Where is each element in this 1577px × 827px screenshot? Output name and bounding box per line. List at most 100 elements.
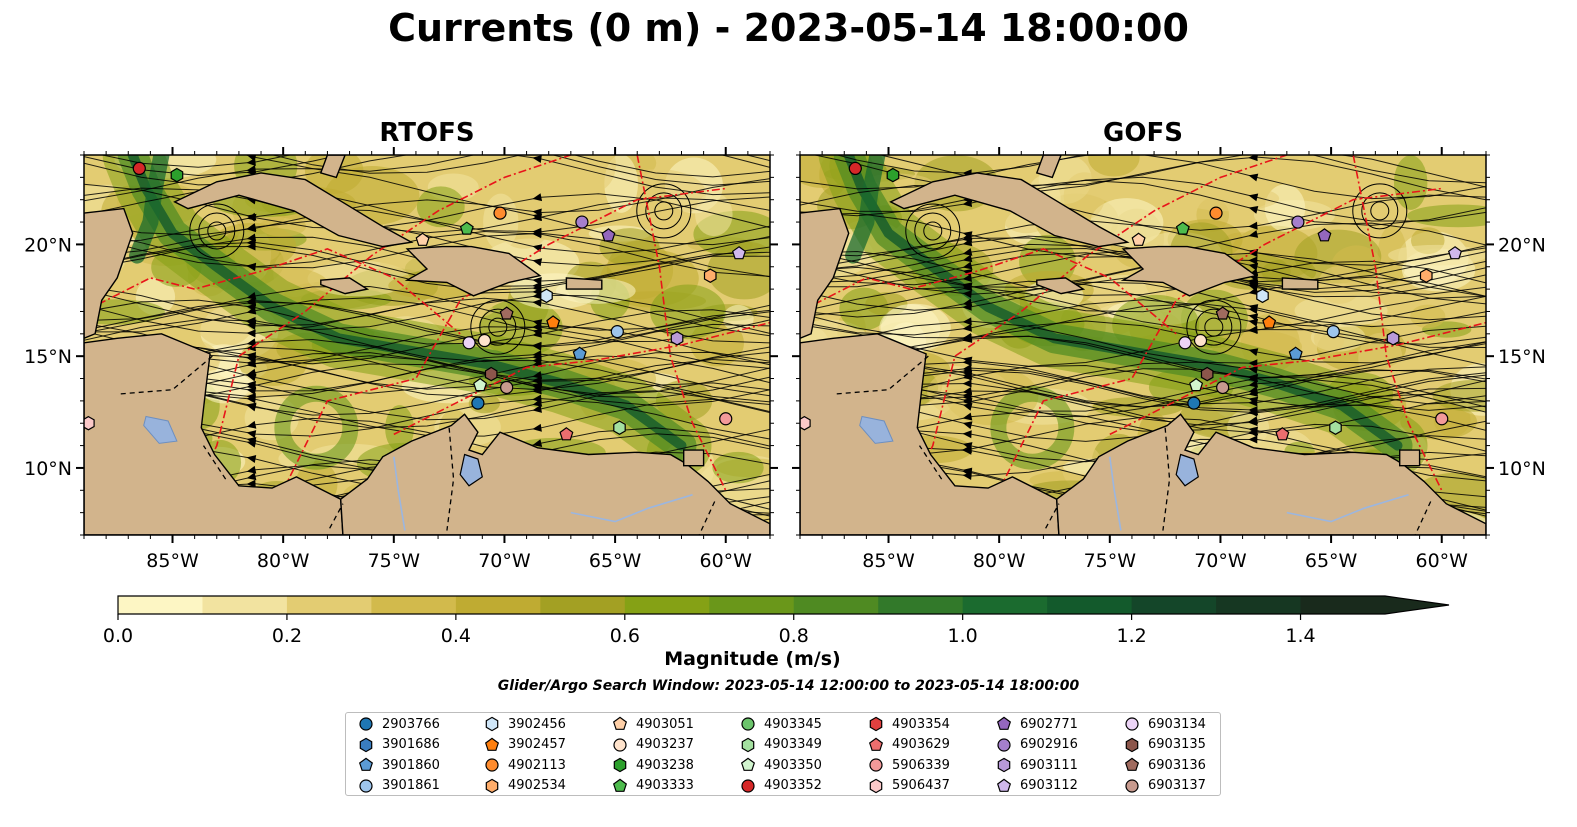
float-marker-5906437 bbox=[84, 415, 95, 431]
legend-marker bbox=[996, 778, 1012, 792]
legend-marker-pentagon-icon bbox=[612, 778, 628, 792]
legend-label: 4903237 bbox=[636, 737, 694, 752]
lon-tick-label: 70°W bbox=[478, 550, 531, 572]
legend-item-6902916: 6902916 bbox=[996, 735, 1078, 755]
float-marker-4903237 bbox=[477, 333, 492, 348]
lon-tick-label: 80°W bbox=[973, 550, 1026, 572]
lon-tick-label: 70°W bbox=[1194, 550, 1247, 572]
lat-tick-label-right: 20°N bbox=[1498, 234, 1546, 256]
legend-marker-circle-icon bbox=[997, 737, 1011, 752]
lake-maracaibo bbox=[459, 453, 483, 487]
land-yucatan bbox=[84, 207, 134, 340]
float-marker-5906339 bbox=[719, 412, 733, 426]
legend-label: 3901861 bbox=[382, 778, 440, 793]
legend-label: 3901686 bbox=[382, 737, 440, 752]
float-marker-4902113 bbox=[493, 206, 507, 220]
legend-marker-hexagon-icon bbox=[359, 737, 373, 752]
colorbar-tick-label: 1.4 bbox=[1285, 625, 1315, 647]
lat-tick-label-right: 10°N bbox=[1498, 458, 1546, 480]
legend-label: 6903137 bbox=[1148, 778, 1206, 793]
float-marker-6903111 bbox=[670, 331, 684, 346]
legend-marker-hexagon-icon bbox=[741, 737, 755, 752]
legend-item-3901686: 3901686 bbox=[358, 735, 440, 755]
float-marker-3902456 bbox=[1256, 288, 1269, 304]
float-marker-6902771 bbox=[601, 228, 616, 242]
land-puertorico bbox=[565, 277, 603, 290]
float-marker-6903134 bbox=[462, 336, 476, 350]
legend-label: 4902534 bbox=[508, 778, 566, 793]
legend-marker bbox=[741, 717, 755, 731]
float-marker-3902456 bbox=[540, 288, 553, 304]
colorbar-swatch bbox=[455, 596, 541, 614]
legend-marker-hexagon-icon bbox=[485, 778, 499, 793]
legend-item-4903349: 4903349 bbox=[740, 735, 822, 755]
land-southam bbox=[1055, 413, 1486, 535]
legend-label: 3902456 bbox=[508, 716, 566, 732]
colorbar-swatch bbox=[540, 596, 626, 614]
legend-item-4902534: 4902534 bbox=[484, 776, 566, 796]
land-trinidad bbox=[683, 449, 705, 467]
float-marker-4903352 bbox=[848, 161, 862, 176]
legend-item-6903137: 6903137 bbox=[1124, 776, 1206, 796]
legend-label: 4903629 bbox=[892, 737, 950, 752]
float-marker-6903112 bbox=[731, 246, 747, 260]
lon-tick-label: 85°W bbox=[862, 550, 915, 572]
float-marker-4903238 bbox=[170, 167, 184, 183]
legend-marker-hexagon-icon bbox=[1125, 737, 1139, 752]
legend-marker-pentagon-icon bbox=[996, 778, 1012, 792]
float-marker-4903349 bbox=[1329, 420, 1342, 435]
legend-item-4903354: 4903354 bbox=[868, 714, 950, 734]
legend-marker bbox=[485, 778, 499, 793]
land-jamaica bbox=[1036, 277, 1086, 295]
panel-title-gofs: GOFS bbox=[1103, 118, 1183, 148]
legend-marker bbox=[997, 737, 1011, 752]
float-marker-3901861 bbox=[610, 324, 624, 339]
legend-item-4903333: 4903333 bbox=[612, 776, 694, 796]
lat-tick-label-right: 15°N bbox=[1498, 346, 1546, 368]
legend-marker bbox=[613, 757, 627, 773]
legend-label: 6902771 bbox=[1020, 716, 1078, 732]
legend-marker bbox=[997, 757, 1011, 773]
lon-tick-label: 75°W bbox=[368, 550, 421, 572]
lon-tick-label: 85°W bbox=[146, 550, 199, 572]
map-frame bbox=[83, 154, 771, 536]
float-marker-6903111 bbox=[1386, 331, 1400, 346]
legend-marker-pentagon-icon bbox=[868, 737, 884, 751]
float-marker-4903333 bbox=[1175, 221, 1190, 235]
legend-marker-hexagon-icon bbox=[997, 757, 1011, 773]
legend-label: 5906339 bbox=[892, 757, 950, 773]
float-marker-4903237 bbox=[1193, 333, 1208, 348]
legend-marker-pentagon-icon bbox=[612, 716, 628, 730]
legend-item-6902771: 6902771 bbox=[996, 714, 1078, 734]
colorbar-swatch bbox=[962, 596, 1048, 614]
float-marker-4903238 bbox=[886, 167, 900, 183]
legend-label: 4903051 bbox=[636, 716, 694, 732]
land-cuba bbox=[889, 172, 1130, 248]
float-marker-4903349 bbox=[613, 420, 626, 435]
legend-marker bbox=[359, 737, 373, 752]
float-marker-3901860 bbox=[572, 346, 587, 360]
float-marker-2903766 bbox=[471, 396, 485, 410]
legend-marker-circle-icon bbox=[359, 778, 373, 793]
float-marker-6902916 bbox=[575, 215, 589, 229]
legend-label: 4903352 bbox=[764, 778, 822, 793]
search-window-text: Glider/Argo Search Window: 2023-05-14 12… bbox=[497, 678, 1080, 694]
land-bahamas bbox=[1035, 155, 1062, 179]
legend-item-4903345: 4903345 bbox=[740, 714, 822, 734]
land-puertorico bbox=[1281, 277, 1319, 290]
land-southam bbox=[339, 413, 770, 535]
panel-title-rtofs: RTOFS bbox=[379, 118, 475, 148]
legend-marker bbox=[613, 737, 627, 752]
colorbar-swatch bbox=[1047, 596, 1133, 614]
float-legend: 2903766 3901686 3901860 3901861 3902456 39024… bbox=[345, 712, 1221, 796]
colorbar-swatch bbox=[202, 596, 288, 614]
float-marker-4903629 bbox=[1275, 427, 1290, 441]
map-panel-rtofs: 85°W 80°W 75°W 70°W 65°W 60°W10°N15°N20°N85°W… bbox=[24, 147, 1546, 572]
legend-marker bbox=[1125, 717, 1139, 731]
float-marker-6903136 bbox=[1215, 306, 1230, 320]
float-marker-3902457 bbox=[1262, 315, 1277, 329]
legend-item-4903238: 4903238 bbox=[612, 755, 694, 775]
colorbar-swatch bbox=[793, 596, 879, 614]
legend-marker bbox=[741, 778, 755, 793]
land-yucatan bbox=[800, 207, 850, 340]
